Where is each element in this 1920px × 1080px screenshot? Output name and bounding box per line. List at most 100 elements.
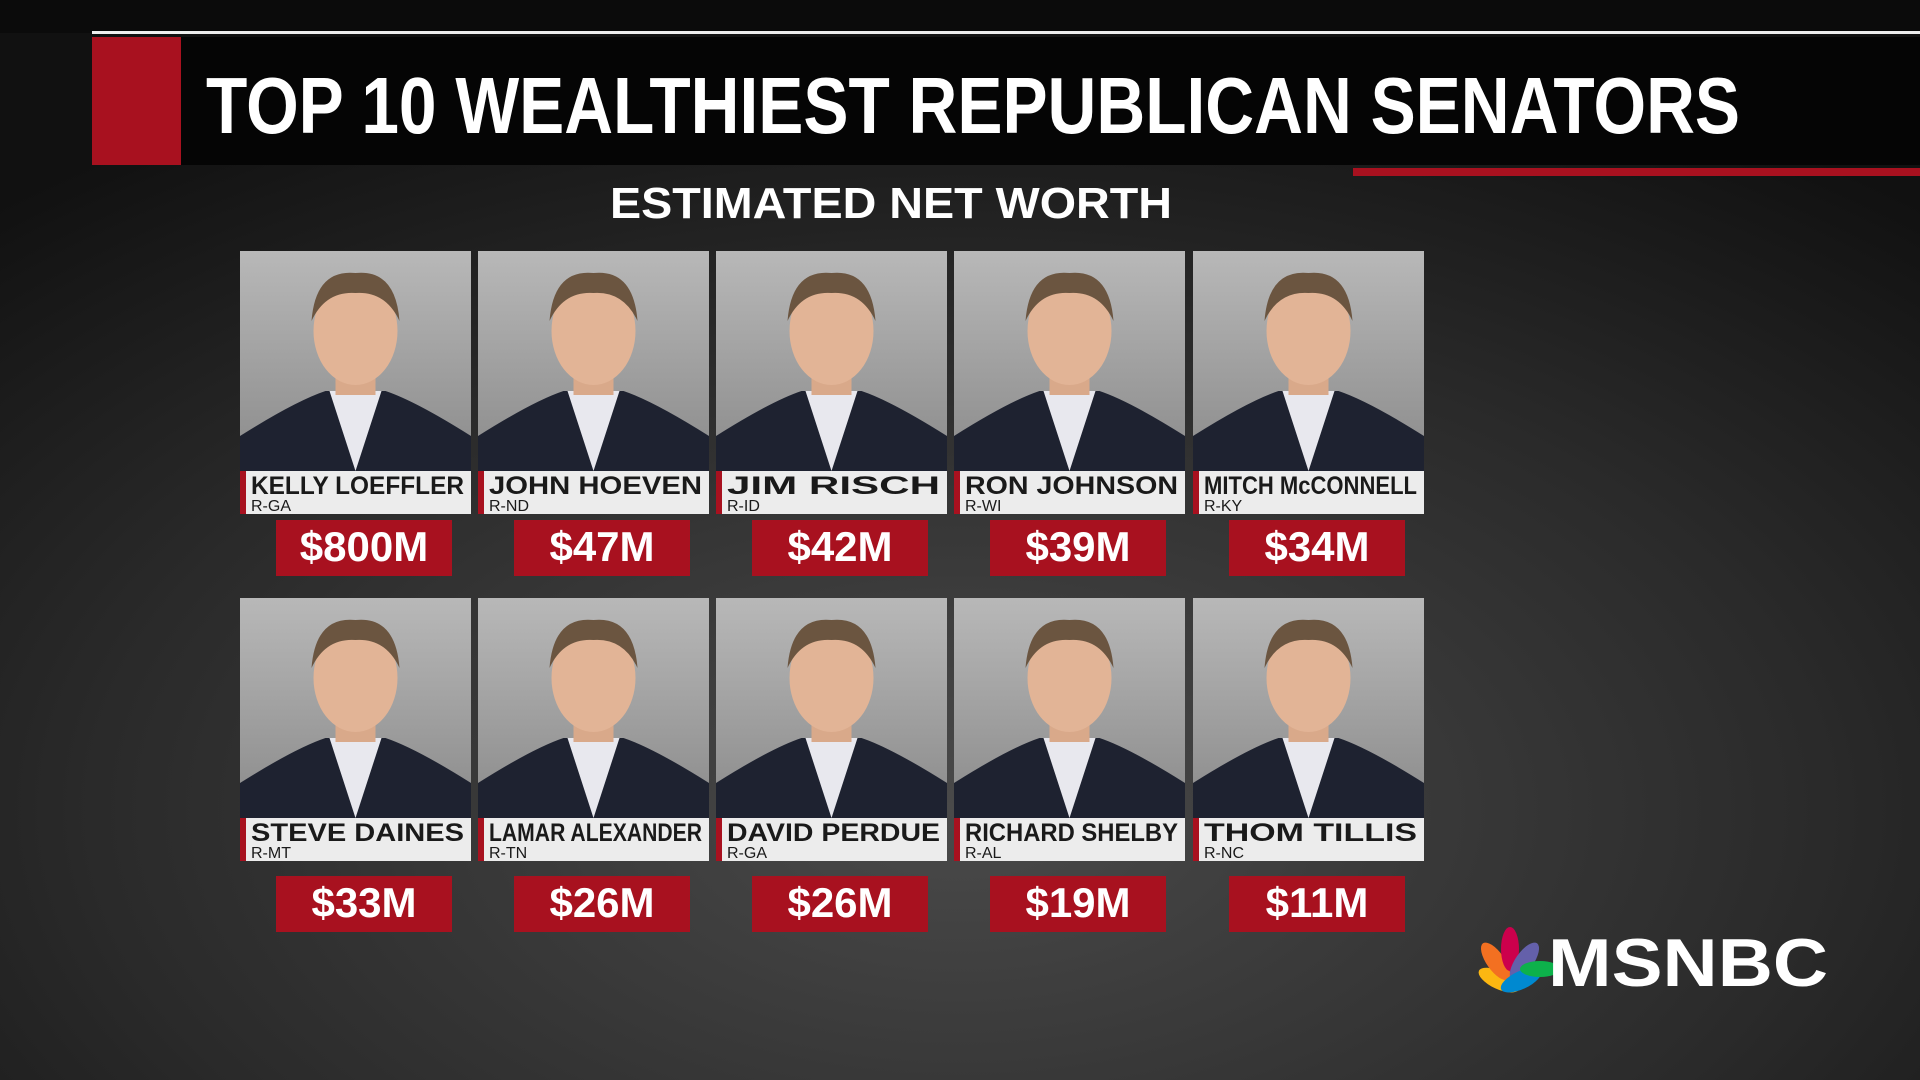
hair	[1264, 272, 1353, 321]
subtitle: ESTIMATED NET WORTH	[610, 179, 1172, 228]
face	[313, 624, 398, 732]
net-worth: $19M	[1025, 879, 1130, 926]
shirt	[805, 391, 858, 471]
senator-name: RICHARD SHELBY	[965, 819, 1178, 847]
face	[1027, 624, 1112, 732]
net-worth: $800M	[300, 523, 428, 570]
title-accent	[92, 37, 181, 165]
senator-party: R-MT	[251, 845, 291, 862]
senator-name: JIM RISCH	[727, 472, 940, 500]
net-worth: $47M	[549, 523, 654, 570]
senator-party: R-WI	[965, 498, 1001, 515]
senator-name: STEVE DAINES	[251, 819, 464, 847]
shirt	[567, 738, 620, 818]
hair	[1025, 619, 1114, 668]
name-plate-accent	[1193, 818, 1199, 861]
shirt	[329, 738, 382, 818]
face	[551, 624, 636, 732]
senator-party: R-GA	[251, 498, 291, 515]
net-worth: $26M	[787, 879, 892, 926]
net-worth: $34M	[1264, 523, 1369, 570]
net-worth: $42M	[787, 523, 892, 570]
net-worth: $33M	[311, 879, 416, 926]
net-worth-box	[1229, 876, 1405, 932]
senator-name: RON JOHNSON	[965, 472, 1178, 500]
face	[789, 624, 874, 732]
shirt	[805, 738, 858, 818]
shirt	[1282, 738, 1335, 818]
net-worth-box	[514, 520, 690, 576]
title-underline	[1353, 168, 1920, 176]
hair	[787, 619, 876, 668]
name-plate-accent	[716, 471, 722, 514]
name-plate	[240, 818, 471, 861]
title: TOP 10 WEALTHIEST REPUBLICAN SENATORS	[206, 61, 1740, 150]
face	[1266, 624, 1351, 732]
name-plate	[478, 818, 709, 861]
shirt	[1282, 391, 1335, 471]
name-plate	[240, 471, 471, 514]
hair	[311, 619, 400, 668]
name-plate	[1193, 818, 1424, 861]
hair	[1264, 619, 1353, 668]
net-worth-box	[1229, 520, 1405, 576]
senator-party: R-AL	[965, 845, 1002, 862]
senator-party: R-GA	[727, 845, 767, 862]
net-worth-box	[276, 876, 452, 932]
senator-name: DAVID PERDUE	[727, 819, 940, 847]
peacock	[1478, 927, 1560, 993]
shirt	[567, 391, 620, 471]
net-worth: $11M	[1266, 879, 1369, 926]
top-band	[0, 0, 1920, 33]
senator-name: KELLY LOEFFLER	[251, 472, 464, 500]
senator-name: THOM TILLIS	[1204, 819, 1417, 847]
name-plate	[954, 818, 1185, 861]
name-plate	[716, 471, 947, 514]
name-plate	[478, 471, 709, 514]
net-worth-box	[990, 520, 1166, 576]
name-plate-accent	[240, 471, 246, 514]
logo-text: MSNBC	[1548, 925, 1828, 1001]
name-plate-accent	[954, 471, 960, 514]
name-plate-accent	[954, 818, 960, 861]
name-plate-accent	[478, 818, 484, 861]
name-plate-accent	[478, 471, 484, 514]
hair	[1025, 272, 1114, 321]
hair	[311, 272, 400, 321]
name-plate	[716, 818, 947, 861]
senator-party: R-KY	[1204, 498, 1243, 515]
net-worth-box	[276, 520, 452, 576]
senator-name: MITCH McCONNELL	[1204, 472, 1417, 500]
title-bar	[181, 37, 1920, 165]
senator-name: LAMAR ALEXANDER	[489, 819, 702, 847]
name-plate-accent	[716, 818, 722, 861]
hair	[549, 272, 638, 321]
net-worth-box	[752, 876, 928, 932]
face	[1266, 277, 1351, 385]
logo: MSNBC	[1478, 925, 1828, 1001]
senator-party: R-TN	[489, 845, 527, 862]
face	[1027, 277, 1112, 385]
shirt	[329, 391, 382, 471]
face	[551, 277, 636, 385]
senator-party: R-ND	[489, 498, 529, 515]
face	[313, 277, 398, 385]
name-plate-accent	[1193, 471, 1199, 514]
name-plate-accent	[240, 818, 246, 861]
net-worth: $39M	[1025, 523, 1130, 570]
net-worth-box	[514, 876, 690, 932]
top-rule	[92, 31, 1920, 34]
net-worth: $26M	[549, 879, 654, 926]
senator-party: R-ID	[727, 498, 760, 515]
